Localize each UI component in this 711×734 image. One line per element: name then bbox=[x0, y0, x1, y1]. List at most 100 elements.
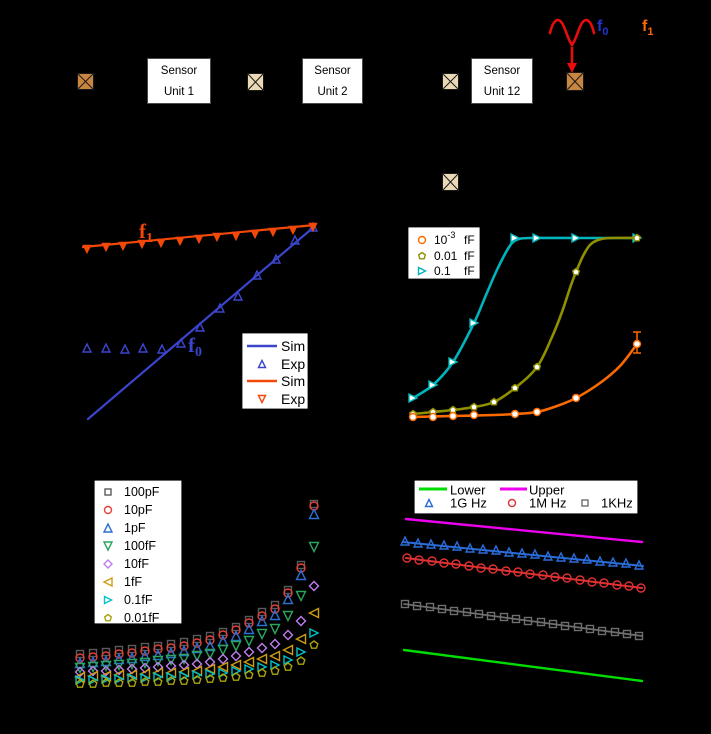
data-marker bbox=[231, 231, 241, 242]
data-marker bbox=[140, 677, 150, 686]
data-marker bbox=[269, 638, 281, 650]
data-marker bbox=[217, 653, 229, 665]
data-marker bbox=[523, 616, 533, 626]
series-10-3-ff bbox=[408, 331, 642, 422]
data-marker bbox=[218, 673, 228, 682]
series-line bbox=[411, 236, 639, 416]
data-marker bbox=[166, 643, 176, 653]
data-marker bbox=[414, 555, 424, 565]
series-exp bbox=[82, 222, 318, 255]
data-marker bbox=[282, 629, 294, 641]
legend-box bbox=[413, 479, 639, 515]
data-marker bbox=[462, 607, 472, 617]
legend-label: 0.01 bbox=[434, 249, 458, 263]
data-marker bbox=[101, 242, 111, 253]
data-marker bbox=[573, 622, 583, 632]
data-marker bbox=[125, 669, 138, 681]
data-marker bbox=[87, 661, 99, 674]
data-marker bbox=[88, 674, 99, 686]
excitation-signal-icon bbox=[548, 18, 596, 73]
data-marker bbox=[102, 576, 113, 588]
data-marker bbox=[634, 631, 644, 641]
data-marker bbox=[194, 234, 204, 245]
data-marker bbox=[75, 653, 85, 663]
data-marker bbox=[191, 641, 203, 654]
data-marker bbox=[289, 234, 301, 245]
data-marker bbox=[166, 671, 177, 683]
data-marker bbox=[100, 665, 112, 677]
data-marker bbox=[448, 356, 459, 368]
data-marker bbox=[282, 610, 294, 623]
data-marker bbox=[424, 497, 434, 508]
series-0-01ff bbox=[75, 640, 319, 688]
data-marker bbox=[212, 232, 222, 243]
data-marker bbox=[102, 522, 114, 533]
series-upper bbox=[404, 517, 644, 544]
data-marker bbox=[127, 678, 137, 687]
data-marker bbox=[510, 409, 520, 419]
data-marker bbox=[270, 600, 280, 610]
legend-label: 100pF bbox=[124, 485, 160, 499]
data-marker bbox=[428, 412, 438, 422]
legend-unit: fF bbox=[464, 233, 475, 247]
data-marker bbox=[451, 559, 461, 569]
data-marker bbox=[550, 572, 560, 582]
data-marker bbox=[295, 615, 307, 627]
series-1g-hz bbox=[399, 535, 645, 570]
data-marker bbox=[156, 238, 166, 249]
data-marker bbox=[230, 629, 242, 642]
data-marker bbox=[137, 239, 147, 250]
data-marker bbox=[231, 625, 241, 635]
data-marker bbox=[295, 590, 307, 603]
data-marker bbox=[499, 612, 509, 622]
data-marker bbox=[250, 229, 260, 240]
data-marker bbox=[113, 659, 125, 672]
data-marker bbox=[408, 392, 419, 404]
data-marker bbox=[231, 672, 241, 681]
data-marker bbox=[232, 290, 244, 301]
data-marker bbox=[538, 570, 548, 580]
data-marker bbox=[437, 604, 447, 614]
data-marker bbox=[511, 614, 521, 624]
data-marker bbox=[581, 499, 589, 507]
data-marker bbox=[501, 566, 511, 576]
data-marker bbox=[205, 674, 215, 683]
data-marker bbox=[599, 578, 609, 588]
data-marker bbox=[229, 659, 242, 671]
data-marker bbox=[270, 666, 280, 675]
series-10pf bbox=[75, 501, 319, 663]
data-marker bbox=[114, 649, 124, 659]
data-marker bbox=[622, 629, 632, 639]
data-marker bbox=[425, 602, 435, 612]
data-marker bbox=[127, 672, 138, 684]
data-marker bbox=[402, 553, 412, 563]
data-marker bbox=[103, 559, 113, 569]
data-marker bbox=[585, 624, 595, 634]
data-marker bbox=[104, 488, 112, 496]
data-marker bbox=[417, 251, 427, 260]
data-marker bbox=[532, 232, 543, 244]
data-marker bbox=[270, 604, 280, 614]
sensor-unit-12-line1: Sensor bbox=[483, 65, 521, 77]
data-marker bbox=[464, 542, 476, 553]
data-marker bbox=[243, 646, 255, 658]
legend: Lower Upper 1G Hz 1M Hz 1KHz bbox=[413, 479, 639, 515]
data-marker bbox=[309, 627, 320, 639]
data-marker bbox=[268, 227, 278, 238]
data-marker bbox=[191, 650, 203, 663]
data-marker bbox=[428, 379, 439, 391]
data-marker bbox=[308, 580, 320, 592]
data-marker bbox=[244, 670, 254, 679]
data-marker bbox=[283, 588, 293, 598]
data-marker bbox=[179, 670, 190, 682]
data-marker bbox=[100, 660, 112, 673]
data-marker bbox=[412, 601, 422, 611]
data-marker bbox=[597, 626, 607, 636]
data-marker bbox=[449, 606, 459, 616]
legend-label: 0.1fF bbox=[124, 593, 153, 607]
data-marker bbox=[101, 651, 111, 661]
bond-pad-icon bbox=[442, 173, 459, 191]
data-marker bbox=[257, 358, 267, 369]
data-marker bbox=[140, 672, 151, 684]
